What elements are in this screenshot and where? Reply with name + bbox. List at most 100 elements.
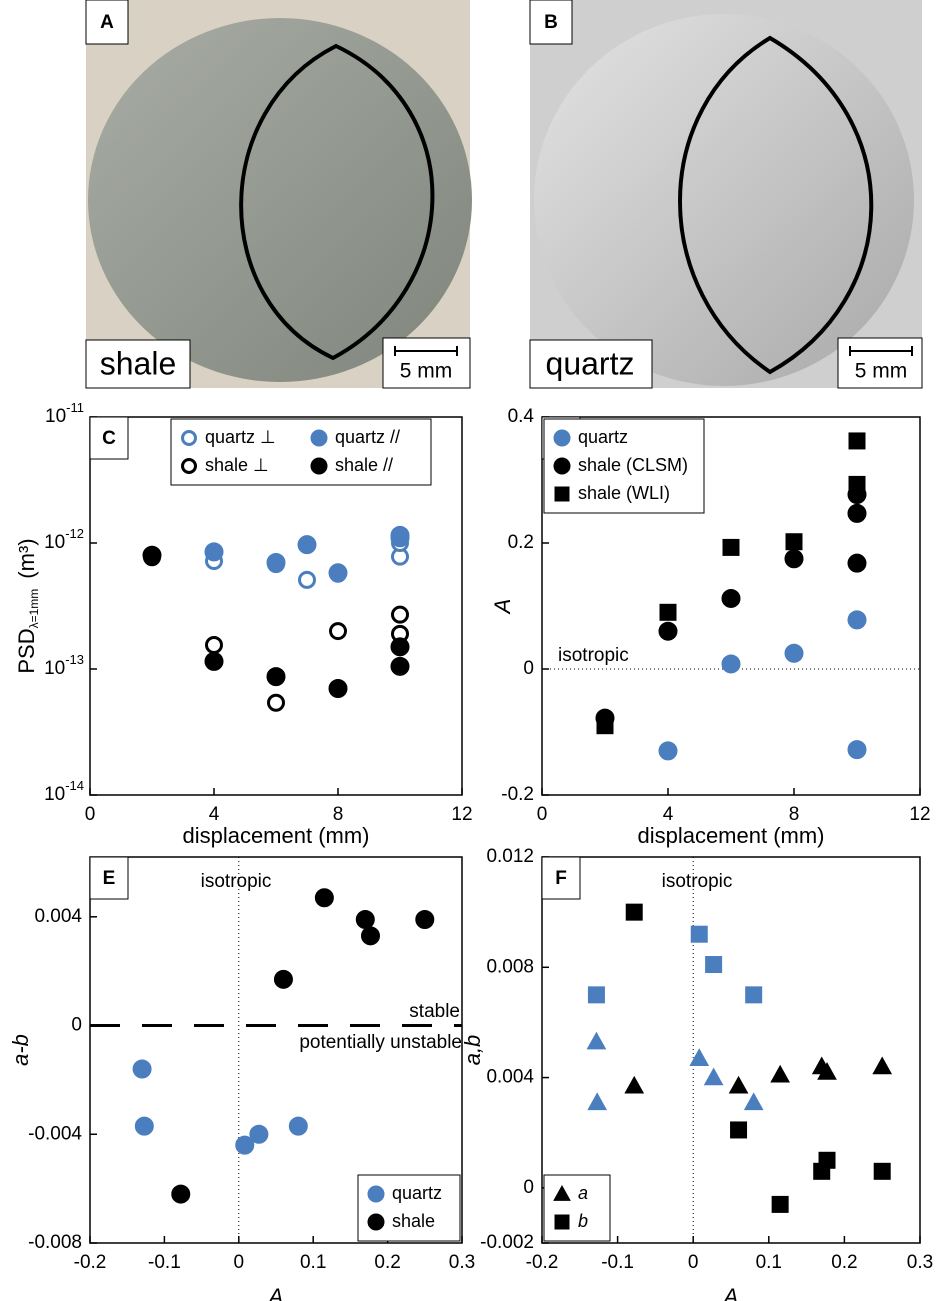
data-point [235,1135,255,1155]
x-tick-label: -0.2 [526,1252,559,1273]
x-tick-label: 0.3 [907,1252,933,1273]
scale-box [837,337,923,389]
x-tick-label: -0.2 [74,1252,107,1273]
sample [534,14,914,386]
legend-marker [310,457,328,475]
legend-marker [181,458,197,474]
legend-box [543,418,705,514]
data-point [415,910,435,930]
y-tick-label: 10-12 [44,526,84,553]
scale-label: 5 mm [855,360,908,383]
data-point [266,553,286,573]
data-point [721,654,741,674]
data-point [848,475,866,493]
panel-label-box [89,856,129,900]
panel-label-box [529,0,573,45]
y-tick-label: 0.008 [486,956,534,977]
data-point [328,563,348,583]
data-point [273,969,293,989]
x-axis-label: displacement (mm) [637,823,824,848]
legend-marker [367,1185,385,1203]
panel: 0 4 8 12 10-14 10-13 10-12 10-11 displacement (m… [14,400,473,847]
data-point [873,1162,891,1180]
x-tick-label: 0.2 [374,1252,400,1273]
data-point [625,903,643,921]
legend-label: shale [392,1211,435,1231]
data-point [142,545,162,565]
data-point [658,741,678,761]
data-point [328,679,348,699]
data-point [297,535,317,555]
y-tick-label: -0.004 [28,1123,82,1144]
y-tick-label: -0.002 [480,1232,534,1253]
legend-marker [554,1214,570,1230]
legend-marker [553,457,571,475]
caption-box [529,339,653,389]
data-point [721,588,741,608]
legend-label: quartz [392,1183,442,1203]
data-point [132,1059,152,1079]
panel: -0.2 -0.1 0 0.1 0.2 0.3 -0.002 0 0.004 0.008 0.012… [460,846,933,1301]
data-point [266,667,286,687]
data-point [785,533,803,551]
panel-label: B [544,12,558,33]
legend-marker [554,486,570,502]
data-point [784,643,804,663]
legend-label: a [578,1183,588,1203]
data-point [204,651,224,671]
data-point [267,693,285,712]
scale-box [382,337,471,389]
legend-marker [553,1184,571,1201]
y-tick-label: 0 [71,1015,82,1036]
scale-label: 5 mm [400,360,453,383]
y-tick-label: 0.004 [34,906,82,927]
data-point [171,1184,191,1204]
data-point [847,553,867,573]
y-tick-label: 10-13 [44,652,84,679]
x-tick-label: 0.1 [300,1252,326,1273]
panel-label: E [103,868,116,889]
y-axis-label-part: PSD [14,628,39,673]
data-point [658,621,678,641]
x-tick-label: 8 [333,804,344,825]
x-tick-label: 8 [789,804,800,825]
x-tick-label: 4 [663,804,674,825]
y-tick-label: 10-11 [45,400,84,427]
scale-bar [394,346,458,356]
caption: quartz [546,345,635,381]
data-point [355,910,375,930]
legend-marker [553,429,571,447]
data-point [586,1031,607,1050]
data-point [288,1116,308,1136]
data-point [204,542,224,562]
legend-label: shale (CLSM) [578,455,688,475]
data-point [847,740,867,760]
data-point [872,1056,893,1075]
panel-label: F [555,868,567,889]
y-tick-label: -0.2 [501,784,534,805]
y-tick-label: 0 [523,658,534,679]
annotation: isotropic [662,871,733,892]
data-point [596,717,614,735]
sample [88,18,472,382]
y-tick-label: 10-14 [44,778,84,805]
caption: shale [100,345,177,381]
data-point [848,432,866,450]
scale-bar [849,346,913,356]
plot-frame [89,416,463,796]
annotation: potentially unstable [299,1032,462,1053]
lens [239,43,435,361]
x-tick-label: 0 [537,804,548,825]
plot-frame [89,856,463,1244]
legend-label: b [578,1211,588,1231]
data-point [703,1067,724,1086]
photo-a: A shale 5 mm [85,0,472,389]
data-point [329,622,347,641]
data-point [847,503,867,523]
legend-marker [367,1213,385,1231]
panel-label-box [89,416,129,460]
legend-marker [181,430,197,446]
y-axis-label: a-b [8,1034,33,1066]
data-point [690,925,708,943]
